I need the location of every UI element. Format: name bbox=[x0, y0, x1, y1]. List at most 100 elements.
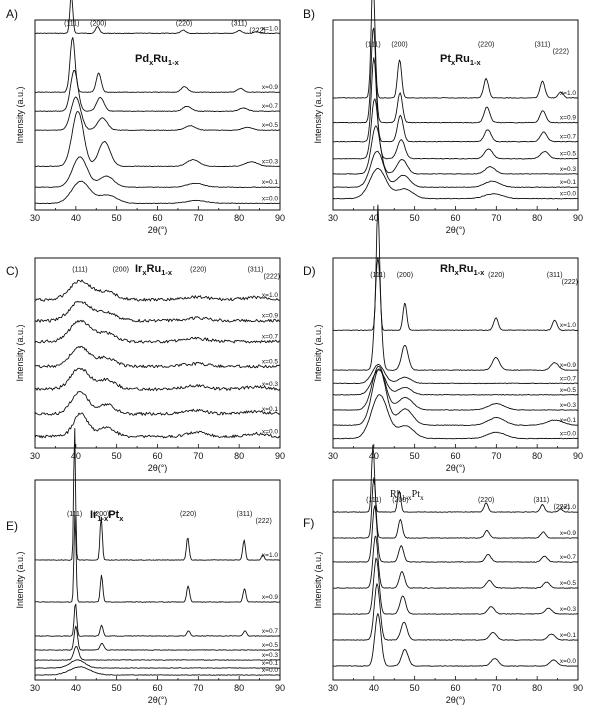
x-tick-label: 80 bbox=[532, 213, 542, 223]
series-label: x=0.1 bbox=[560, 179, 576, 186]
chart-title: PtxRu1-x bbox=[440, 53, 482, 67]
peak-label: (200) bbox=[93, 511, 109, 518]
x-tick-label: 90 bbox=[573, 683, 583, 693]
series-line bbox=[332, 167, 579, 200]
series-label: x=0.0 bbox=[262, 667, 278, 674]
x-tick-label: 50 bbox=[112, 213, 122, 223]
panel-letter: E) bbox=[6, 519, 18, 533]
series-line bbox=[34, 110, 281, 168]
peak-label: (111) bbox=[366, 497, 381, 504]
x-tick-label: 80 bbox=[234, 451, 244, 461]
series-line bbox=[34, 156, 281, 188]
series-label: x=0.0 bbox=[262, 195, 278, 202]
series-line bbox=[332, 364, 579, 385]
series-line bbox=[34, 390, 281, 416]
series-line bbox=[332, 477, 578, 539]
peak-label: (311) bbox=[547, 272, 563, 279]
series-label: x=0.7 bbox=[262, 628, 278, 635]
series-label: x=0.3 bbox=[560, 402, 576, 409]
peak-label: (222) bbox=[553, 49, 569, 56]
y-axis-title: Intensity (a.u.) bbox=[15, 324, 25, 381]
series-line bbox=[333, 613, 579, 667]
series-label: x=0.1 bbox=[560, 417, 576, 424]
x-axis-title: 2θ(°) bbox=[446, 225, 466, 235]
peak-label: (222) bbox=[264, 273, 280, 280]
series-label: x=0.9 bbox=[262, 594, 278, 601]
series-line bbox=[34, 412, 281, 439]
series-label: x=0.3 bbox=[262, 158, 278, 165]
plot-frame bbox=[332, 257, 579, 449]
chart-title: Ir1-xPtx bbox=[90, 509, 124, 523]
series-label: x=0.1 bbox=[262, 179, 278, 186]
series-line bbox=[34, 666, 281, 676]
series-label: x=1.0 bbox=[262, 552, 278, 559]
x-tick-label: 30 bbox=[30, 683, 40, 693]
x-tick-label: 40 bbox=[71, 683, 81, 693]
series-label: x=0.3 bbox=[560, 166, 576, 173]
series-line bbox=[332, 557, 579, 615]
series-line bbox=[34, 279, 281, 302]
x-tick-label: 60 bbox=[152, 213, 162, 223]
peak-label: (111) bbox=[67, 511, 82, 518]
peak-label: (222) bbox=[553, 504, 569, 511]
peak-label: (220) bbox=[180, 511, 196, 518]
series-line bbox=[34, 319, 281, 344]
series-line bbox=[332, 535, 579, 589]
peak-label: (200) bbox=[397, 272, 413, 279]
peak-label: (311) bbox=[248, 266, 264, 273]
panel-b: B) PtxRu1-x 30 40 50 60 70 80 90 2θ(°) Intensity (… bbox=[303, 0, 583, 235]
series-label: x=1.0 bbox=[560, 504, 576, 511]
x-tick-label: 30 bbox=[30, 213, 40, 223]
series-line bbox=[34, 625, 281, 651]
panel-letter: A) bbox=[6, 7, 18, 21]
peak-label: (220) bbox=[190, 266, 206, 273]
series-label: x=1.0 bbox=[262, 292, 278, 299]
series-label: x=0.1 bbox=[560, 632, 576, 639]
series-label: x=0.7 bbox=[560, 554, 576, 561]
x-tick-label: 60 bbox=[450, 451, 460, 461]
x-tick-label: 30 bbox=[328, 683, 338, 693]
x-tick-label: 70 bbox=[193, 213, 203, 223]
series-line bbox=[35, 96, 280, 131]
panel-letter: C) bbox=[6, 264, 19, 278]
x-tick-label: 40 bbox=[369, 213, 379, 223]
series-line bbox=[332, 505, 579, 563]
series-label: x=1.0 bbox=[262, 25, 278, 32]
series-label: x=0.3 bbox=[262, 381, 278, 388]
panel-letter: D) bbox=[303, 264, 316, 278]
series-label: x=0.1 bbox=[262, 406, 278, 413]
series-line bbox=[332, 583, 579, 641]
y-axis-title: Intensity (a.u.) bbox=[15, 551, 25, 608]
series-line bbox=[35, 646, 281, 661]
x-tick-label: 50 bbox=[112, 451, 122, 461]
series-line bbox=[332, 444, 579, 513]
panel-letter: B) bbox=[303, 7, 315, 21]
chart-title: IrxRu1-x bbox=[135, 263, 173, 277]
x-tick-label: 40 bbox=[71, 213, 81, 223]
series-line bbox=[34, 427, 280, 561]
series-label: x=0.7 bbox=[262, 334, 278, 341]
series-line bbox=[332, 365, 578, 411]
peak-label: (222) bbox=[562, 279, 578, 286]
series-label: x=0.0 bbox=[560, 191, 576, 198]
series-label: x=0.5 bbox=[262, 358, 278, 365]
peak-label: (311) bbox=[231, 21, 247, 28]
series-line bbox=[333, 57, 579, 143]
panel-letter: F) bbox=[303, 516, 314, 530]
x-tick-label: 90 bbox=[573, 213, 583, 223]
x-tick-label: 60 bbox=[152, 683, 162, 693]
series-label: x=0.5 bbox=[560, 387, 576, 394]
peak-label: (200) bbox=[113, 266, 129, 273]
peak-label: (220) bbox=[488, 272, 504, 279]
series-line bbox=[333, 150, 579, 188]
panel-e: E) Ir1-xPtx 30 40 50 60 70 80 90 2θ(°) Intensity (… bbox=[6, 427, 285, 705]
x-tick-label: 80 bbox=[532, 451, 542, 461]
series-line bbox=[34, 345, 281, 369]
panel-f: F) Rh1-xPtx 30 40 50 60 70 80 90 2θ(°) Intensity (… bbox=[303, 444, 583, 705]
series-label: x=0.9 bbox=[560, 362, 576, 369]
x-tick-label: 80 bbox=[532, 683, 542, 693]
series-label: x=0.0 bbox=[560, 431, 576, 438]
x-tick-label: 30 bbox=[328, 451, 338, 461]
y-axis-title: Intensity (a.u.) bbox=[15, 86, 25, 143]
x-tick-label: 90 bbox=[275, 451, 285, 461]
